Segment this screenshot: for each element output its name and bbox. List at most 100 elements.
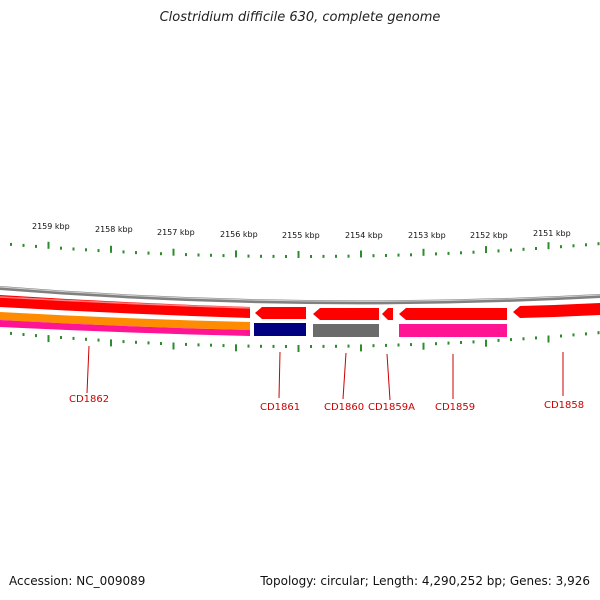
grey-feature-cd1860: [313, 324, 379, 337]
tick-label-2155: 2155 kbp: [282, 231, 320, 240]
upper-tick-mark: [522, 247, 525, 251]
lower-tick-mark: [522, 337, 525, 341]
lower-tick-mark: [435, 342, 437, 346]
magenta-feature-track: [0, 320, 250, 336]
lower-tick-mark: [85, 337, 87, 341]
upper-tick-mark: [547, 242, 550, 250]
upper-tick-mark: [272, 254, 275, 258]
upper-tick-mark: [397, 253, 400, 257]
lower-tick-mark: [160, 342, 162, 345]
lower-tick-mark: [360, 344, 362, 352]
gene-label-cd1859a: CD1859A: [368, 402, 415, 413]
gene-label-cd1858: CD1858: [544, 400, 584, 411]
upper-tick-mark: [185, 253, 187, 257]
tick-label-2152: 2152 kbp: [470, 231, 508, 240]
gene-cd1862-highlight: [0, 296, 251, 309]
lower-tick-mark: [447, 341, 450, 345]
upper-tick-mark: [197, 253, 200, 257]
lower-tick-mark: [10, 331, 12, 335]
upper-tick-mark: [347, 254, 350, 258]
upper-tick-mark: [147, 251, 150, 255]
upper-tick-mark: [435, 252, 437, 256]
lower-tick-mark: [535, 336, 537, 340]
leader-line-cd1861: [278, 351, 281, 399]
lower-tick-mark: [347, 344, 350, 348]
upper-tick-mark: [160, 252, 162, 256]
leader-line-cd1862: [86, 345, 90, 394]
lower-tick-mark: [60, 336, 62, 339]
upper-tick-mark: [485, 246, 487, 254]
lower-tick-mark: [547, 335, 550, 343]
lower-tick-mark: [397, 343, 400, 347]
lower-tick-mark: [497, 338, 500, 342]
upper-tick-mark: [385, 254, 387, 257]
upper-tick-mark: [172, 248, 175, 256]
lower-tick-mark: [235, 344, 237, 352]
upper-tick-mark: [222, 254, 225, 258]
upper-tick-mark: [110, 245, 112, 253]
leader-line-cd1859a: [386, 353, 391, 401]
lower-tick-mark: [510, 338, 512, 342]
upper-tick-mark: [97, 249, 100, 253]
upper-tick-mark: [360, 250, 362, 258]
lower-tick-mark: [35, 334, 37, 338]
lower-tick-mark: [197, 343, 200, 347]
upper-tick-mark: [535, 247, 537, 250]
upper-tick-mark: [72, 247, 75, 251]
upper-tick-mark: [560, 245, 562, 249]
lower-tick-mark: [47, 335, 50, 343]
upper-tick-mark: [597, 242, 600, 246]
lower-tick-mark: [310, 345, 312, 348]
lower-tick-mark: [147, 341, 150, 345]
gene-cd1859-arrow: [399, 308, 507, 320]
upper-tick-mark: [372, 254, 375, 258]
lower-tick-mark: [335, 344, 337, 348]
lower-tick-mark: [297, 345, 300, 352]
lower-tick-mark: [185, 342, 187, 346]
upper-tick-mark: [510, 248, 512, 252]
lower-tick-mark: [460, 341, 462, 344]
upper-tick-mark: [210, 253, 212, 257]
upper-tick-mark: [260, 254, 262, 258]
lower-tick-mark: [135, 340, 137, 344]
upper-tick-mark: [247, 254, 250, 258]
upper-tick-mark: [335, 254, 337, 258]
upper-tick-mark: [322, 254, 325, 258]
lower-tick-mark: [322, 344, 325, 348]
upper-tick-mark: [22, 243, 25, 247]
upper-tick-mark: [310, 255, 312, 258]
gene-label-cd1861: CD1861: [260, 402, 300, 413]
tick-label-2151: 2151 kbp: [533, 229, 571, 238]
lower-tick-mark: [172, 342, 175, 350]
upper-tick-mark: [85, 248, 87, 252]
upper-tick-mark: [460, 251, 462, 255]
gene-cd1861-arrow: [255, 307, 306, 319]
genome-summary-text: Topology: circular; Length: 4,290,252 bp…: [260, 574, 590, 588]
upper-tick-mark: [572, 244, 575, 248]
upper-tick-mark: [35, 244, 37, 248]
navy-feature-cd1861: [254, 323, 306, 336]
lower-tick-mark: [210, 343, 212, 347]
lower-tick-mark: [422, 342, 425, 350]
upper-tick-mark: [235, 250, 237, 258]
upper-tick-mark: [47, 241, 50, 249]
tick-label-2156: 2156 kbp: [220, 230, 258, 239]
magenta-feature-cd1859: [399, 324, 507, 337]
upper-tick-mark: [447, 251, 450, 255]
genome-backbone-highlight: [0, 286, 600, 302]
gene-label-cd1860: CD1860: [324, 402, 364, 413]
lower-tick-mark: [585, 332, 587, 336]
upper-tick-mark: [472, 250, 475, 254]
lower-tick-mark: [260, 344, 262, 348]
upper-tick-mark: [410, 253, 412, 257]
upper-tick-mark: [585, 243, 587, 247]
lower-tick-mark: [272, 344, 275, 348]
tick-label-2154: 2154 kbp: [345, 231, 383, 240]
gene-label-cd1862: CD1862: [69, 394, 109, 405]
tick-label-2158: 2158 kbp: [95, 225, 133, 234]
upper-tick-mark: [297, 251, 300, 258]
gene-label-cd1859: CD1859: [435, 402, 475, 413]
lower-tick-mark: [22, 333, 25, 336]
lower-tick-mark: [122, 340, 125, 344]
tick-label-2157: 2157 kbp: [157, 228, 195, 237]
